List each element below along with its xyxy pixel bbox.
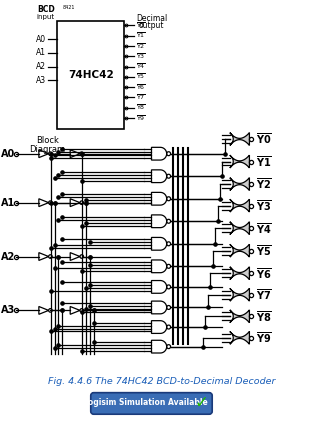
Text: $\overline{\rm Y5}$: $\overline{\rm Y5}$ — [136, 72, 146, 81]
Text: Fig. 4.4.6 The 74HC42 BCD-to-Decimal Decoder: Fig. 4.4.6 The 74HC42 BCD-to-Decimal Dec… — [48, 378, 275, 386]
FancyBboxPatch shape — [91, 393, 212, 414]
Polygon shape — [39, 253, 49, 260]
Text: $\overline{\rm Y6}$: $\overline{\rm Y6}$ — [136, 83, 146, 92]
Text: $\overline{\bf Y8}$: $\overline{\bf Y8}$ — [256, 309, 272, 324]
Polygon shape — [230, 288, 249, 301]
Polygon shape — [230, 222, 249, 235]
Text: $\overline{\rm Y3}$: $\overline{\rm Y3}$ — [136, 52, 146, 61]
Polygon shape — [230, 267, 249, 280]
Polygon shape — [152, 321, 167, 333]
FancyBboxPatch shape — [57, 21, 124, 129]
Text: ✓: ✓ — [195, 394, 208, 412]
Text: $\overline{\rm Y2}$: $\overline{\rm Y2}$ — [136, 42, 146, 51]
Polygon shape — [152, 301, 167, 314]
Polygon shape — [230, 244, 249, 257]
Text: A3: A3 — [1, 305, 15, 316]
Text: $\overline{\rm Y1}$: $\overline{\rm Y1}$ — [136, 31, 146, 40]
Text: $\overline{\rm Y8}$: $\overline{\rm Y8}$ — [136, 103, 146, 112]
Polygon shape — [152, 147, 167, 160]
Polygon shape — [230, 199, 249, 212]
Text: BCD: BCD — [37, 5, 55, 14]
Polygon shape — [152, 215, 167, 228]
Text: A0: A0 — [36, 35, 46, 44]
Polygon shape — [70, 306, 80, 314]
Text: Decimal: Decimal — [136, 14, 167, 24]
Polygon shape — [152, 281, 167, 293]
Text: 74HC42: 74HC42 — [68, 70, 113, 80]
Text: $\overline{\rm Y9}$: $\overline{\rm Y9}$ — [136, 113, 146, 122]
Text: Logisim Simulation Available: Logisim Simulation Available — [83, 399, 208, 407]
Text: $\overline{\bf Y1}$: $\overline{\bf Y1}$ — [256, 154, 272, 169]
Polygon shape — [230, 178, 249, 191]
Polygon shape — [39, 150, 49, 158]
Polygon shape — [152, 192, 167, 205]
Text: A2: A2 — [1, 252, 15, 261]
Text: $\overline{\rm Y4}$: $\overline{\rm Y4}$ — [136, 62, 146, 71]
Text: 8421: 8421 — [62, 5, 75, 10]
Text: $\overline{\rm Y7}$: $\overline{\rm Y7}$ — [136, 93, 146, 102]
Text: $\overline{\bf Y6}$: $\overline{\bf Y6}$ — [256, 266, 272, 281]
Text: A0: A0 — [1, 149, 15, 159]
Text: $\overline{\rm Y0}$: $\overline{\rm Y0}$ — [136, 21, 146, 30]
Text: output: output — [139, 21, 164, 30]
Polygon shape — [152, 260, 167, 273]
Text: input: input — [36, 14, 55, 20]
Polygon shape — [152, 170, 167, 183]
Polygon shape — [152, 340, 167, 353]
Text: $\overline{\bf Y5}$: $\overline{\bf Y5}$ — [256, 243, 272, 258]
Text: A1: A1 — [1, 198, 15, 208]
Text: A2: A2 — [36, 62, 46, 71]
Polygon shape — [70, 150, 80, 158]
Text: A1: A1 — [36, 49, 46, 57]
Polygon shape — [70, 199, 80, 207]
Text: $\overline{\bf Y2}$: $\overline{\bf Y2}$ — [256, 177, 272, 191]
Text: $\overline{\bf Y0}$: $\overline{\bf Y0}$ — [256, 132, 272, 146]
Polygon shape — [39, 306, 49, 314]
Text: $\overline{\bf Y4}$: $\overline{\bf Y4}$ — [256, 221, 272, 236]
Text: $\overline{\bf Y9}$: $\overline{\bf Y9}$ — [256, 330, 272, 345]
Polygon shape — [230, 133, 249, 146]
Text: A3: A3 — [36, 76, 46, 85]
Polygon shape — [230, 155, 249, 168]
Polygon shape — [152, 237, 167, 250]
Text: $\overline{\bf Y3}$: $\overline{\bf Y3}$ — [256, 198, 272, 213]
Polygon shape — [230, 310, 249, 323]
Polygon shape — [39, 199, 49, 207]
Polygon shape — [230, 331, 249, 344]
Polygon shape — [70, 253, 80, 260]
Text: $\overline{\bf Y7}$: $\overline{\bf Y7}$ — [256, 287, 272, 302]
Text: Block: Block — [36, 136, 59, 146]
Text: Diagram: Diagram — [29, 145, 66, 154]
